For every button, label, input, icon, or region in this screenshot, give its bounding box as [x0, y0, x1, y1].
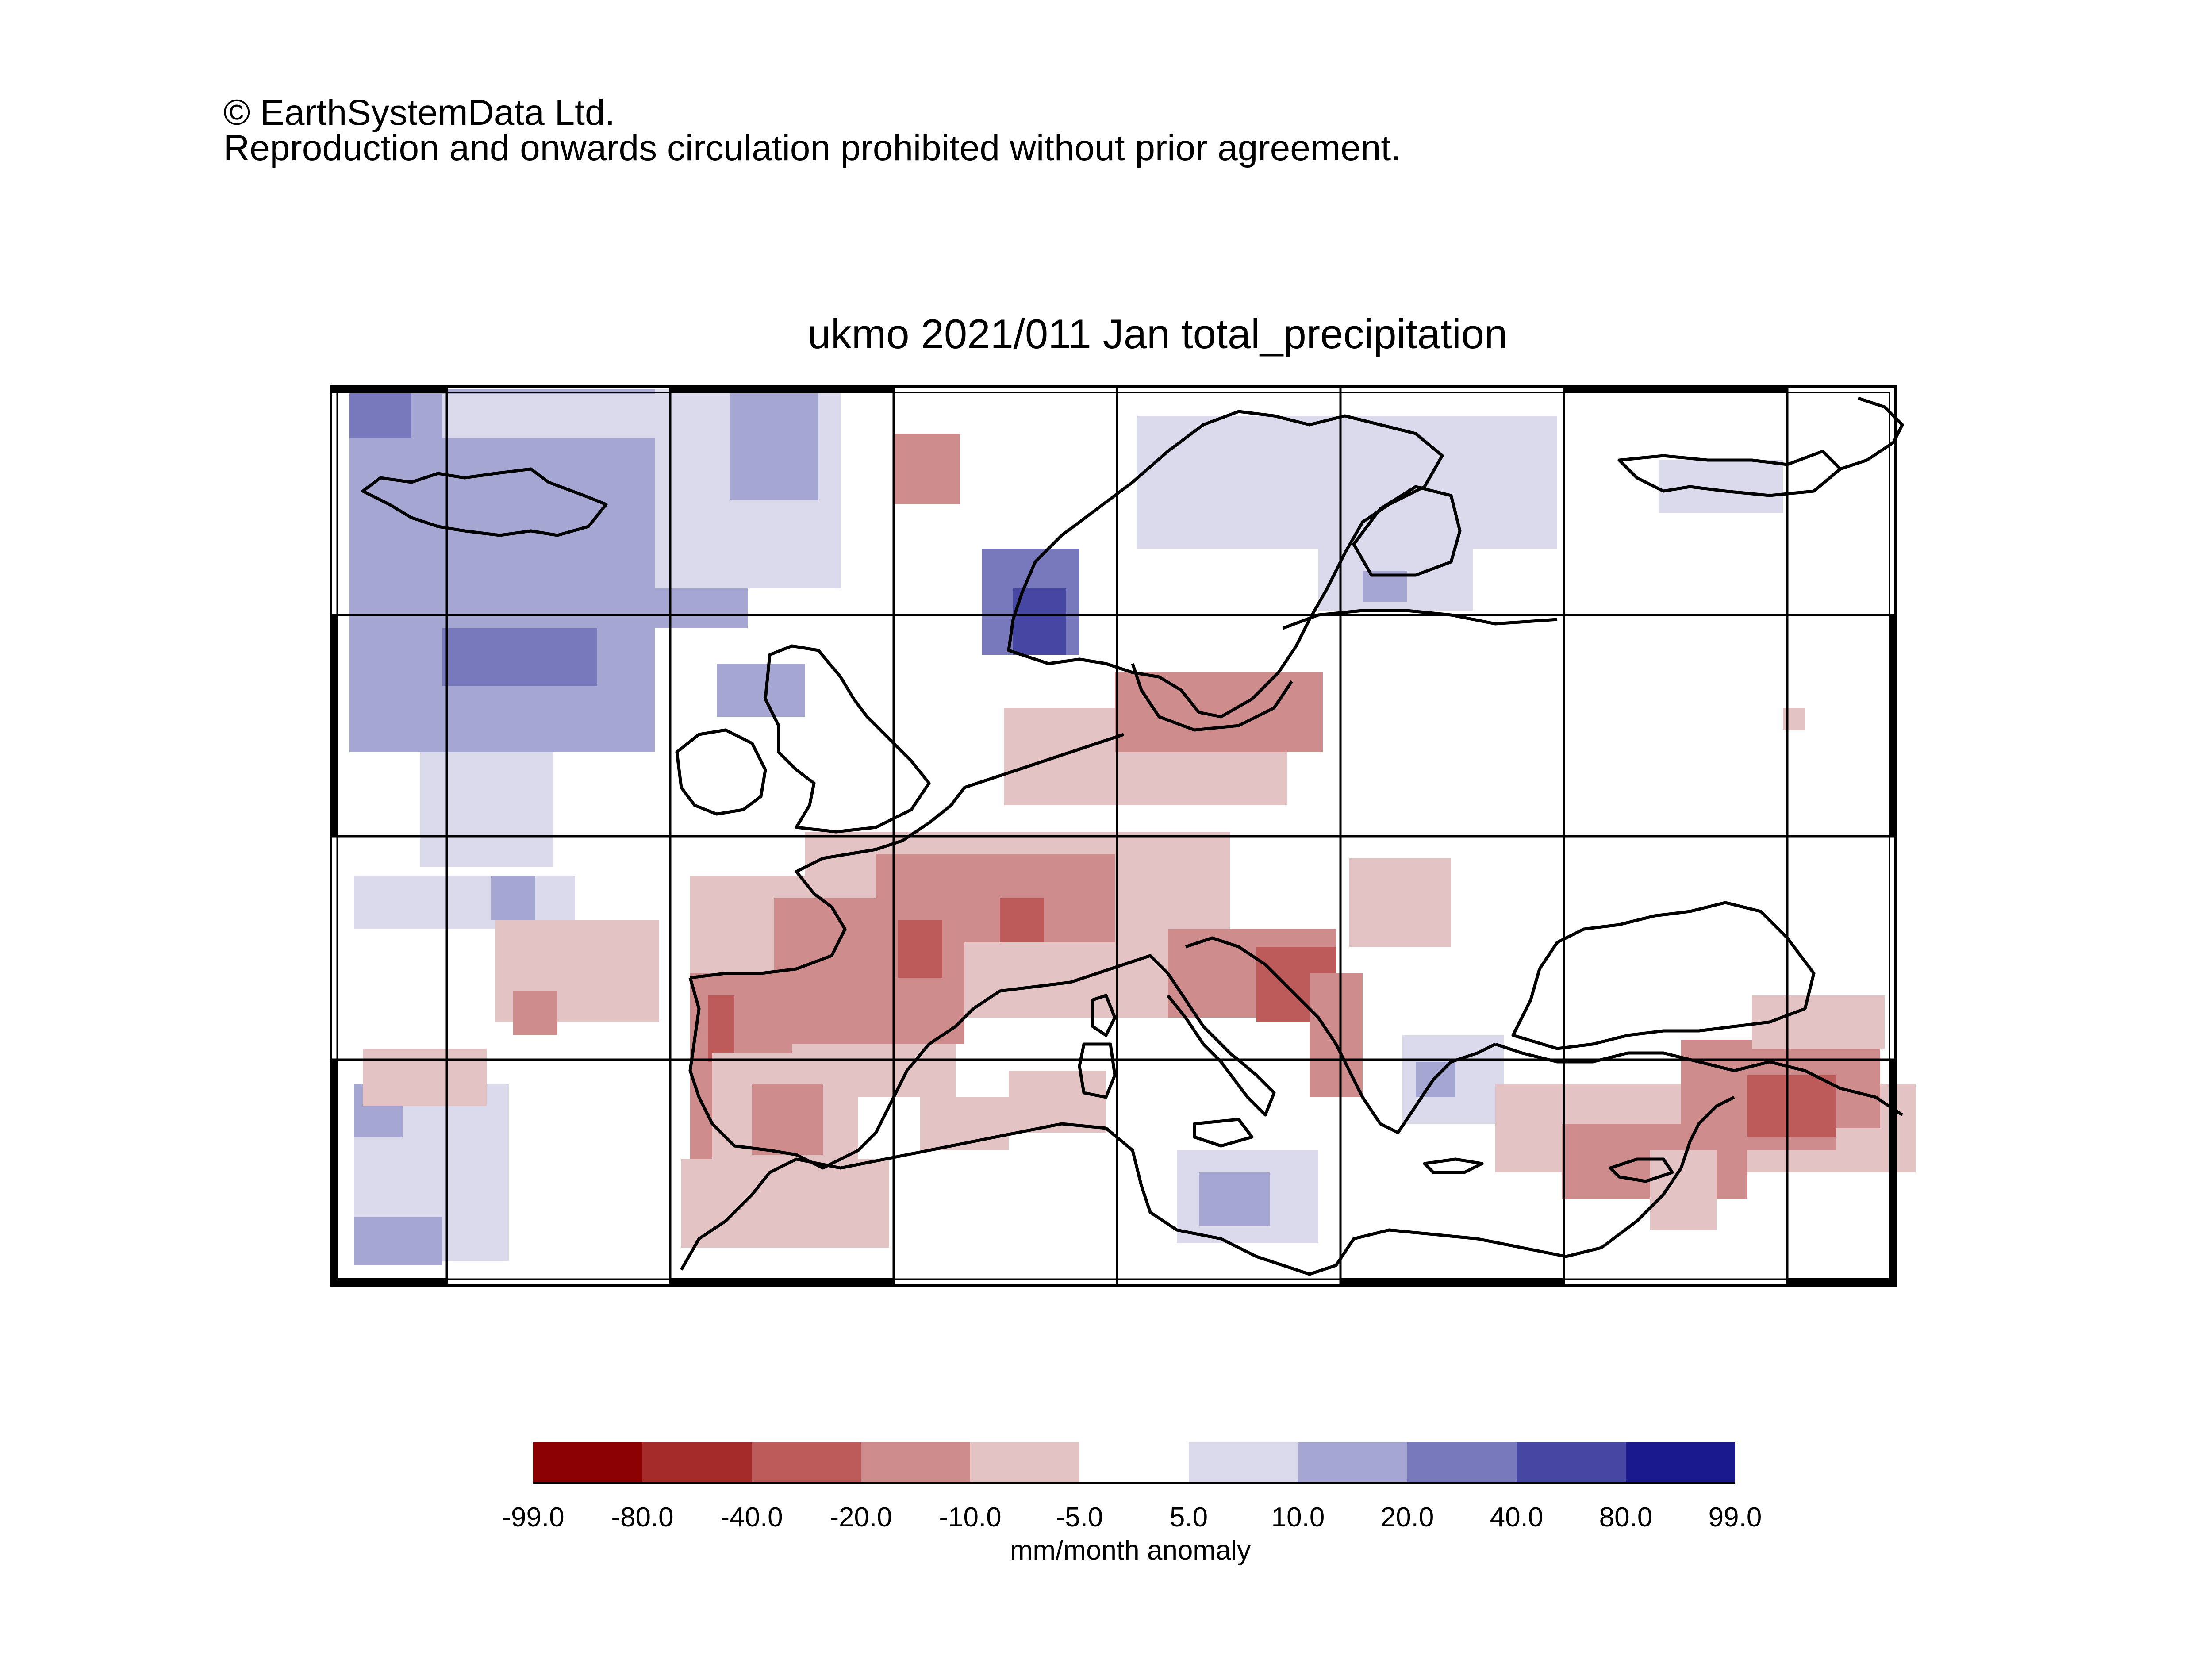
anomaly-cell — [1796, 1084, 1836, 1111]
coastline-arctic-russia — [1839, 396, 1904, 471]
colorbar-tick-label: -99.0 — [502, 1502, 565, 1533]
colorbar-swatch — [1189, 1442, 1298, 1483]
anomaly-cell — [491, 876, 535, 920]
colorbar-tick-label: 40.0 — [1490, 1502, 1544, 1533]
map-frame — [330, 385, 1897, 1287]
anomaly-cell — [513, 991, 557, 1035]
colorbar-tick-label: 20.0 — [1380, 1502, 1434, 1533]
colorbar-swatch — [861, 1442, 970, 1483]
colorbar-tick-label: -5.0 — [1056, 1502, 1103, 1533]
anomaly-cell — [730, 389, 818, 500]
frame-tick — [1889, 615, 1896, 836]
frame-tick — [331, 615, 338, 836]
colorbar-swatch — [1079, 1442, 1189, 1483]
anomaly-cell — [1752, 995, 1885, 1049]
coastline-levant — [1679, 1095, 1735, 1169]
copyright-line-1: © EarthSystemData Ltd. — [223, 92, 615, 133]
frame-tick — [331, 1060, 338, 1285]
anomaly-cell — [363, 1049, 487, 1106]
anomaly-cell — [1416, 1062, 1455, 1097]
anomaly-cells — [349, 389, 1916, 1265]
anomaly-cell — [1013, 588, 1066, 655]
coastline-western-europe — [690, 733, 1125, 980]
frame-tick — [1564, 386, 1787, 393]
coastline-italy — [1123, 954, 1276, 1117]
colorbar-tick-label: -20.0 — [830, 1502, 892, 1533]
coastline-cyprus — [1609, 1157, 1674, 1183]
anomaly-cell — [420, 752, 553, 867]
anomaly-cell — [1137, 416, 1557, 549]
colorbar-units: mm/month anomaly — [1010, 1535, 1251, 1566]
coastline-gulf-of-lion — [972, 963, 1125, 1010]
colorbar-swatch — [752, 1442, 861, 1483]
colorbar-swatch — [1626, 1442, 1735, 1483]
coastline-white-sea — [1617, 450, 1842, 497]
anomaly-cell — [708, 995, 734, 1062]
map-title: ukmo 2021/011 Jan total_precipitation — [807, 311, 1508, 357]
anomaly-cell — [1659, 460, 1783, 513]
frame-tick — [331, 386, 447, 393]
anomaly-cell — [920, 1097, 1009, 1150]
anomaly-cell — [354, 1217, 442, 1265]
anomaly-cell — [1000, 898, 1044, 942]
coastline-crete — [1423, 1157, 1484, 1174]
coastline-adriatic — [1185, 936, 1351, 1072]
frame-tick — [1889, 1060, 1896, 1285]
anomaly-cell — [1009, 1071, 1106, 1133]
colorbar-swatch — [533, 1442, 642, 1483]
coastline-sardinia — [1078, 1042, 1117, 1099]
anomaly-cell — [717, 664, 805, 717]
graticule — [332, 387, 1896, 1285]
colorbar-tick-label: 10.0 — [1271, 1502, 1325, 1533]
copyright-notice: © EarthSystemData Ltd. Reproduction and … — [223, 95, 1401, 166]
coastline-sicily — [1193, 1118, 1254, 1148]
colorbar — [533, 1442, 1735, 1484]
colorbar-tick-label: 99.0 — [1708, 1502, 1762, 1533]
colorbar-tick-label: -40.0 — [720, 1502, 783, 1533]
frame-tick — [1787, 1278, 1896, 1285]
colorbar-swatch — [1298, 1442, 1407, 1483]
coastline-ireland — [675, 728, 767, 816]
coastline-finland — [1352, 485, 1462, 577]
coastline-iceland — [361, 467, 608, 537]
frame-tick — [1340, 1278, 1564, 1285]
frame-tick — [331, 1278, 447, 1285]
coastline-greece — [1348, 1042, 1496, 1134]
colorbar-swatch — [970, 1442, 1079, 1483]
anomaly-cell — [1349, 858, 1451, 947]
anomaly-cell — [681, 1159, 889, 1248]
coastline-jutland — [1131, 663, 1293, 732]
coastline-scandinavia — [1007, 410, 1444, 719]
colorbar-swatch — [1407, 1442, 1517, 1483]
anomaly-cell — [1199, 1172, 1270, 1226]
colorbar-tick-label: 5.0 — [1169, 1502, 1208, 1533]
colorbar-tick-label: -10.0 — [939, 1502, 1002, 1533]
anomaly-cell — [898, 920, 942, 978]
colorbar-tick-label: -80.0 — [611, 1502, 674, 1533]
frame-tick — [670, 1278, 894, 1285]
coastline-north-africa — [680, 1122, 1682, 1276]
frame-tick — [670, 386, 894, 393]
anomaly-cell — [442, 394, 655, 438]
colorbar-swatch — [642, 1442, 752, 1483]
colorbar-swatch — [1517, 1442, 1626, 1483]
copyright-line-2: Reproduction and onwards circulation pro… — [223, 128, 1401, 168]
anomaly-cell — [752, 1084, 823, 1155]
coastline-corsica — [1091, 994, 1117, 1037]
anomaly-cell — [349, 389, 411, 438]
anomaly-cell — [894, 434, 960, 504]
coastline-baltic — [1282, 609, 1558, 630]
colorbar-tick-label: 80.0 — [1599, 1502, 1653, 1533]
coastline-turkey — [1494, 1042, 1903, 1116]
